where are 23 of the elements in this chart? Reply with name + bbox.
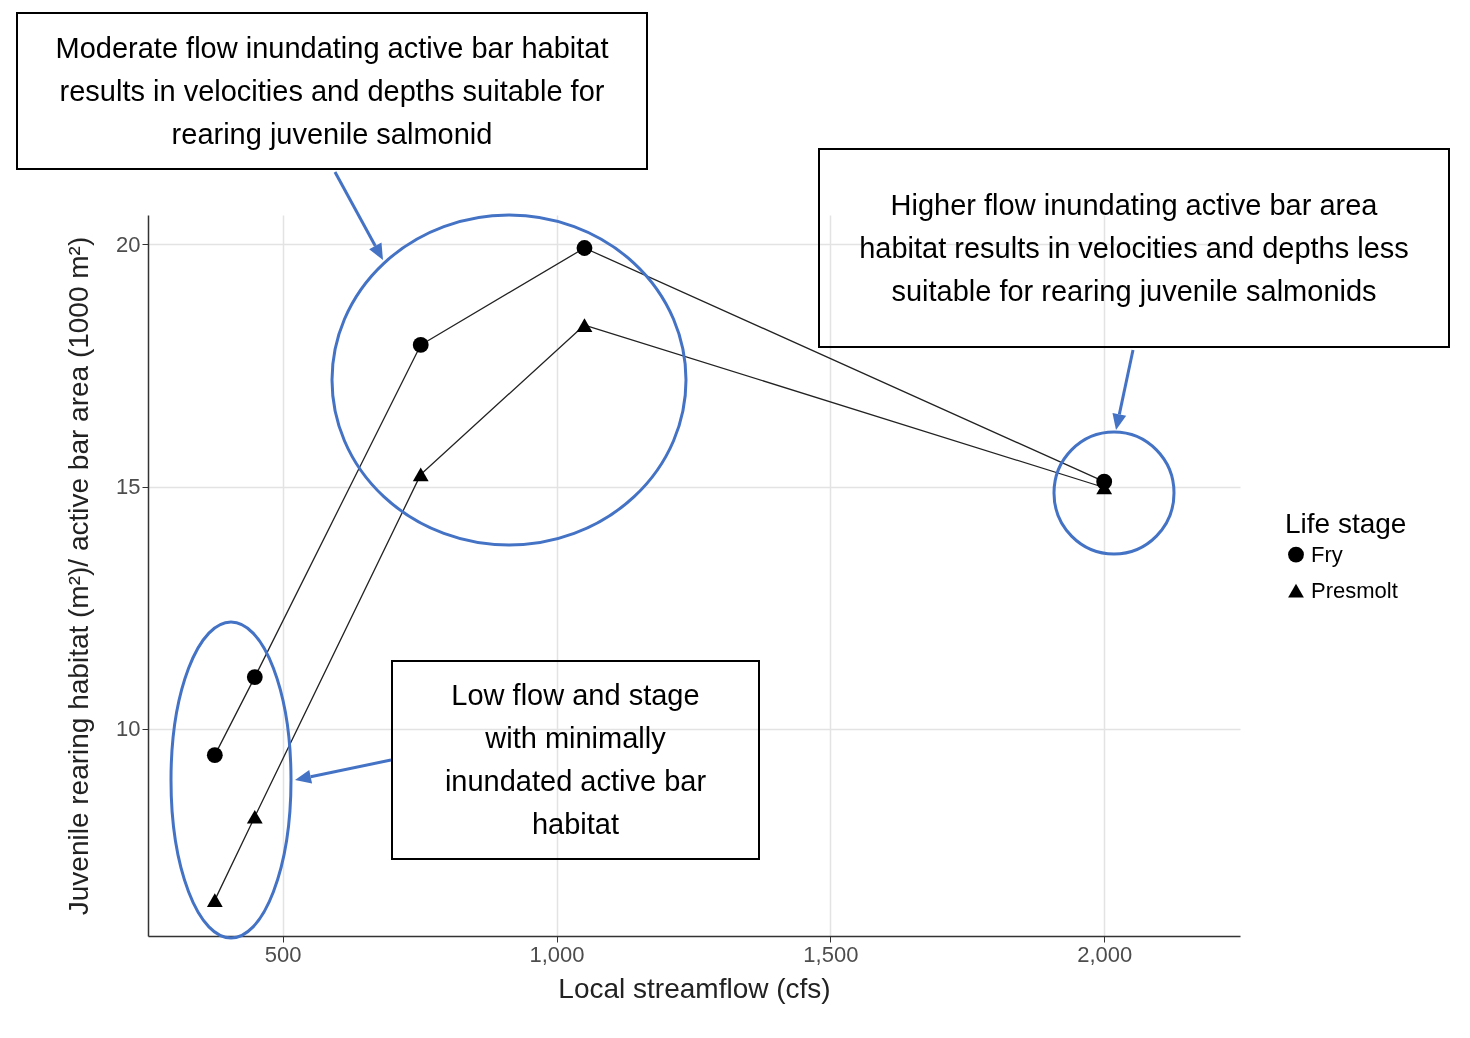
point <box>246 669 263 685</box>
point <box>576 318 593 332</box>
note-box: Moderate flow inundating active bar habitat results in velocities and depths suitable for rearing juvenile salmonid <box>16 12 648 170</box>
y-tick-label: 10 <box>116 716 141 742</box>
x-tick-label: 1,500 <box>803 941 859 967</box>
y-tick-label: 15 <box>116 474 141 500</box>
point <box>412 337 429 353</box>
legend-label: Fry <box>1311 541 1343 567</box>
legend-title: Life stage <box>1285 507 1407 539</box>
point <box>206 747 223 764</box>
x-axis-title: Local streamflow (cfs) <box>558 972 831 1004</box>
point <box>576 240 593 256</box>
x-tick-label: 1,000 <box>529 941 585 967</box>
point <box>412 467 429 482</box>
note-box: Low flow and stage with minimally inundated active bar habitat <box>391 660 760 860</box>
note-box: Higher flow inundating active bar area habitat results in velocities and depths less suitable for rearing juvenile salmonids <box>818 148 1450 348</box>
point <box>206 893 223 907</box>
y-tick-label: 20 <box>116 231 141 257</box>
x-tick-label: 2,000 <box>1077 941 1133 967</box>
x-tick-label: 500 <box>264 941 302 967</box>
legend-label: Presmolt <box>1311 577 1398 603</box>
point <box>246 809 263 824</box>
y-axis-title: Juvenile rearing habitat (m²)/ active bar area (1000 m²) <box>63 236 95 916</box>
